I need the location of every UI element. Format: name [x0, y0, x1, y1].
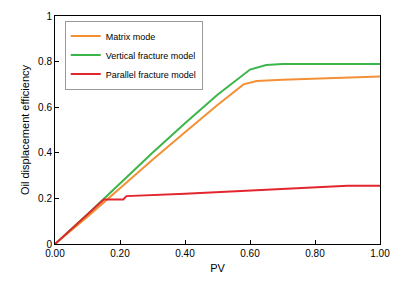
svg-text:PV: PV [210, 262, 225, 274]
svg-text:1: 1 [46, 11, 52, 22]
svg-text:0.6: 0.6 [38, 102, 52, 113]
svg-text:0.60: 0.60 [240, 248, 260, 259]
svg-text:Matrix mode: Matrix mode [106, 32, 156, 42]
svg-text:0.4: 0.4 [38, 147, 52, 158]
svg-text:0.00: 0.00 [45, 248, 65, 259]
svg-text:0.8: 0.8 [38, 56, 52, 67]
svg-text:0.80: 0.80 [305, 248, 325, 259]
svg-text:0: 0 [46, 239, 52, 250]
svg-text:0.20: 0.20 [110, 248, 130, 259]
svg-text:0.2: 0.2 [38, 193, 52, 204]
svg-text:Parallel fracture model: Parallel fracture model [106, 70, 196, 80]
svg-text:Oil displacement efficiency: Oil displacement efficiency [19, 64, 31, 195]
svg-text:0.40: 0.40 [175, 248, 195, 259]
svg-text:Vertical fracture model: Vertical fracture model [106, 51, 196, 61]
svg-text:1.00: 1.00 [370, 248, 390, 259]
